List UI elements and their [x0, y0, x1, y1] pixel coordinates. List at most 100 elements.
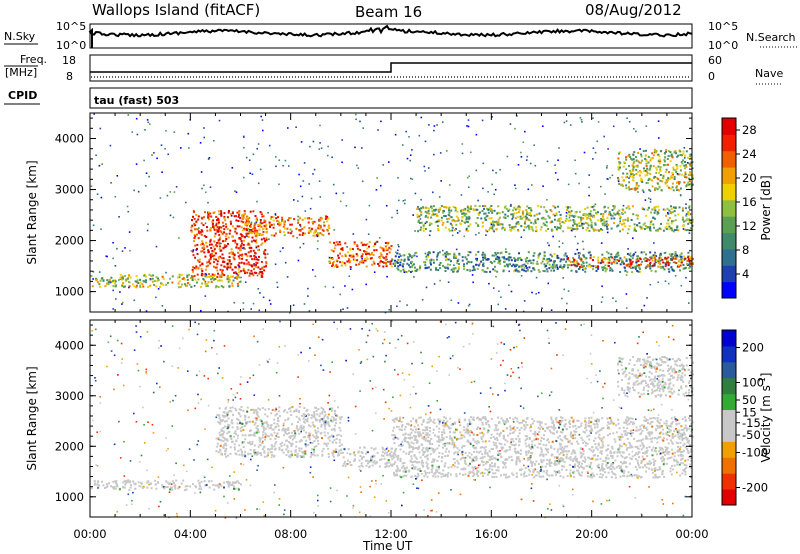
data-cell: [229, 406, 232, 409]
data-cell: [619, 257, 622, 260]
noise-cell: [289, 312, 291, 314]
data-cell: [357, 451, 360, 454]
data-cell: [554, 206, 557, 209]
noise-cell: [249, 172, 251, 175]
data-cell: [647, 155, 650, 158]
noise-cell: [274, 214, 277, 216]
data-cell: [337, 454, 339, 457]
data-cell: [492, 268, 495, 271]
data-cell: [464, 209, 467, 212]
data-cell: [228, 276, 231, 279]
data-cell: [377, 263, 380, 265]
data-cell: [468, 207, 471, 210]
data-cell: [365, 250, 368, 253]
data-cell: [283, 443, 286, 446]
data-cell: [372, 254, 375, 256]
data-cell: [486, 453, 489, 456]
data-cell: [166, 486, 169, 489]
data-cell: [191, 276, 194, 278]
data-cell: [499, 262, 502, 265]
data-cell: [237, 449, 240, 452]
data-cell: [675, 255, 678, 258]
data-cell: [610, 467, 613, 470]
data-cell: [239, 249, 241, 252]
data-cell: [468, 451, 471, 454]
data-cell: [607, 256, 610, 259]
data-cell: [690, 157, 692, 160]
data-cell: [397, 268, 400, 271]
data-cell: [403, 270, 406, 273]
data-cell: [576, 465, 579, 467]
data-cell: [679, 154, 682, 156]
data-cell: [453, 461, 456, 464]
data-cell: [483, 270, 486, 273]
data-cell: [480, 217, 483, 220]
noise-cell: [319, 142, 321, 144]
data-cell: [440, 460, 443, 463]
data-cell: [228, 232, 231, 235]
data-cell: [99, 279, 102, 282]
data-cell: [491, 254, 494, 257]
noise-cell: [302, 242, 305, 245]
data-cell: [396, 252, 399, 255]
data-cell: [222, 257, 225, 260]
data-cell: [99, 285, 102, 288]
data-cell: [643, 251, 646, 254]
data-cell: [644, 267, 647, 270]
data-cell: [308, 227, 311, 229]
data-cell: [617, 177, 619, 179]
data-cell: [595, 269, 598, 272]
station-title: Wallops Island (fitACF): [92, 1, 260, 19]
noise-cell: [379, 184, 382, 187]
data-cell: [139, 286, 142, 288]
data-cell: [423, 261, 426, 264]
data-cell: [275, 217, 278, 220]
data-cell: [309, 432, 312, 435]
noise-cell: [116, 175, 119, 177]
noise-cell: [450, 299, 453, 302]
data-cell: [460, 452, 463, 455]
data-cell: [472, 416, 475, 419]
data-cell: [253, 411, 256, 414]
data-cell: [572, 256, 574, 259]
data-cell: [114, 480, 117, 483]
data-cell: [633, 265, 636, 268]
data-cell: [236, 244, 239, 247]
data-cell: [220, 226, 223, 229]
data-cell: [315, 409, 318, 412]
data-cell: [258, 272, 261, 275]
data-cell: [136, 281, 139, 284]
data-cell: [281, 441, 284, 444]
data-cell: [332, 419, 335, 422]
data-cell: [538, 472, 541, 475]
data-cell: [548, 257, 551, 260]
data-cell: [265, 238, 268, 241]
data-cell: [610, 262, 613, 265]
data-cell: [250, 240, 253, 243]
data-cell: [525, 213, 528, 216]
data-cell: [293, 410, 296, 412]
data-cell: [684, 468, 686, 470]
data-cell: [195, 486, 198, 489]
data-cell: [253, 258, 256, 261]
data-cell: [258, 436, 261, 439]
data-cell: [539, 424, 542, 427]
data-cell: [201, 217, 204, 220]
data-cell: [244, 450, 247, 453]
data-cell: [263, 269, 266, 272]
data-cell: [515, 268, 518, 271]
data-cell: [415, 418, 418, 421]
data-cell: [422, 447, 425, 450]
data-cell: [604, 264, 607, 267]
data-cell: [456, 459, 459, 462]
data-cell: [653, 206, 656, 209]
data-cell: [221, 436, 224, 439]
data-cell: [264, 225, 267, 228]
data-cell: [649, 229, 652, 232]
data-cell: [691, 262, 694, 265]
data-cell: [114, 481, 117, 484]
data-cell: [618, 182, 621, 185]
data-cell: [617, 448, 620, 451]
data-cell: [229, 264, 232, 267]
data-cell: [240, 240, 243, 242]
